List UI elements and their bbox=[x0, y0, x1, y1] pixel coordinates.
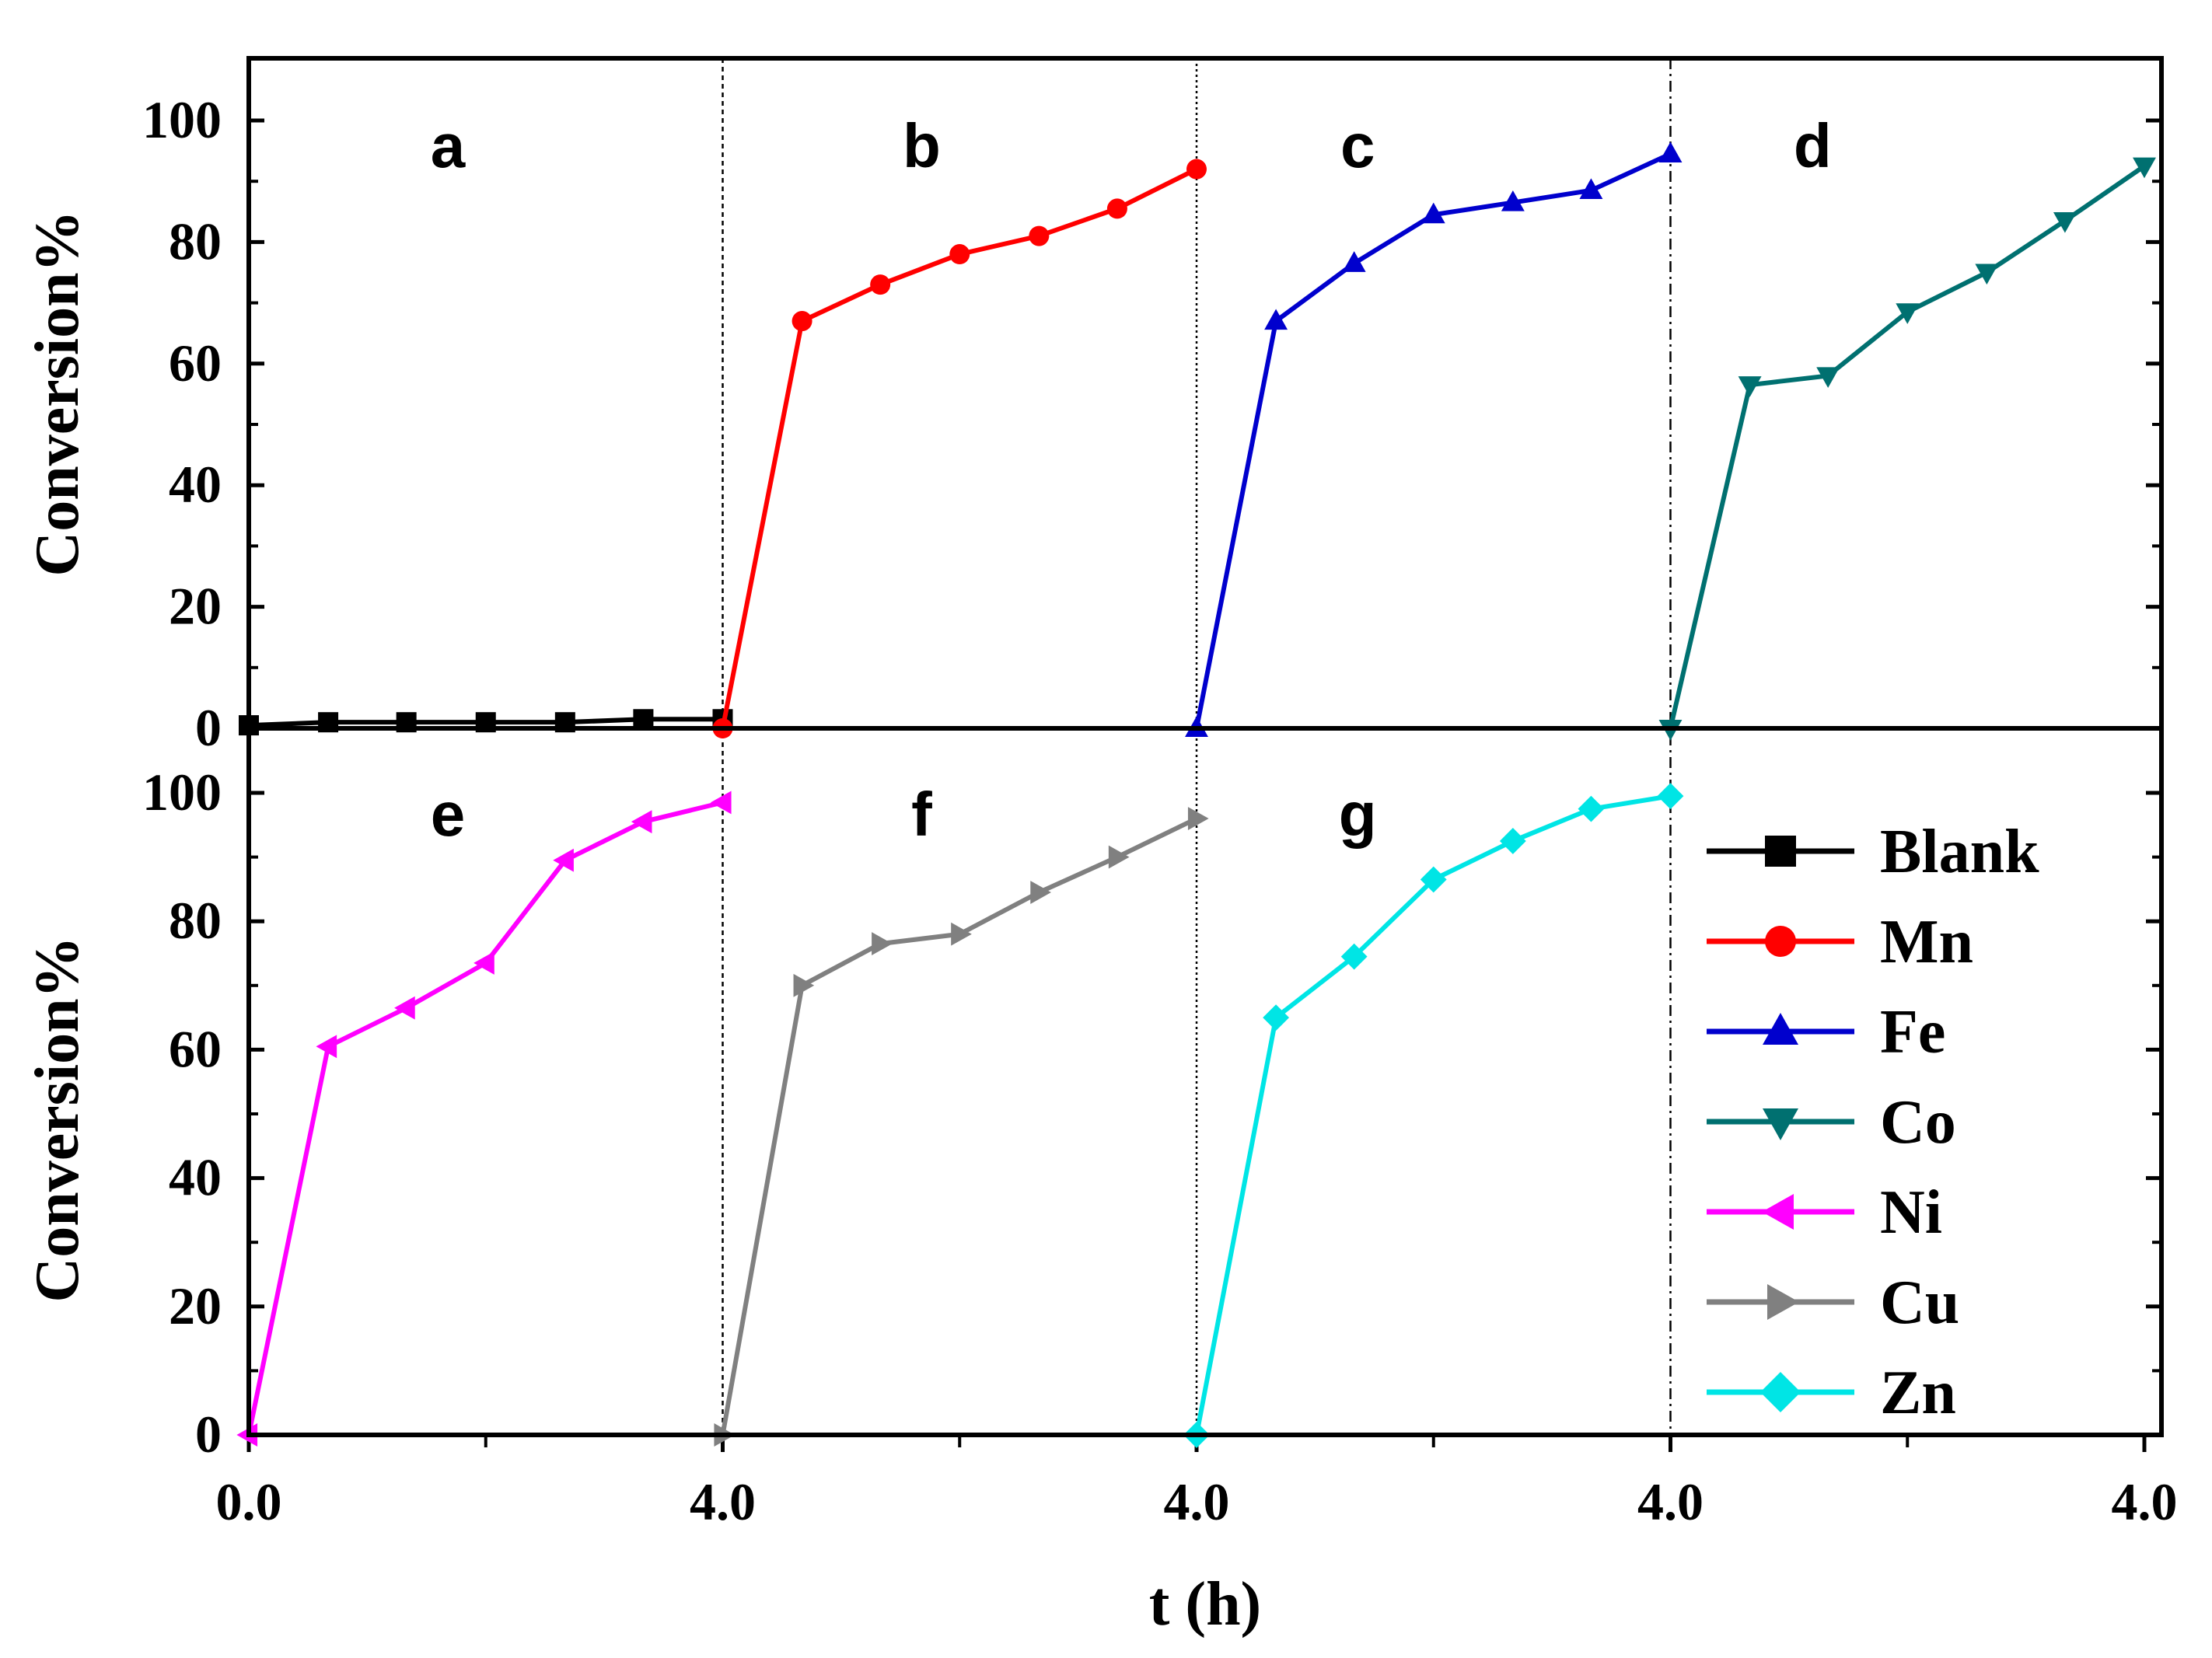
legend-label-co: Co bbox=[1880, 1088, 1956, 1157]
data-point-mn-6 bbox=[1186, 159, 1207, 180]
top-ytick-label-20: 20 bbox=[169, 577, 222, 636]
data-point-ni-6 bbox=[710, 791, 732, 815]
bottom-ytick-label-40: 40 bbox=[169, 1148, 222, 1207]
xtick-label-0: 0.0 bbox=[216, 1472, 282, 1531]
xtick-label-2: 4.0 bbox=[1164, 1472, 1230, 1531]
legend-item-zn: Zn bbox=[1707, 1359, 1956, 1427]
panel-label-d: d bbox=[1794, 111, 1832, 180]
xtick-label-1: 4.0 bbox=[690, 1472, 756, 1531]
bottom-ytick-label-80: 80 bbox=[169, 891, 222, 950]
data-point-cu-6 bbox=[1187, 807, 1209, 830]
data-point-cu-4 bbox=[1030, 881, 1051, 904]
top-y-axis-title: Conversion% bbox=[23, 210, 92, 576]
panel-label-b: b bbox=[903, 111, 941, 180]
legend-item-blank: Blank bbox=[1707, 818, 2039, 886]
panel-label-f: f bbox=[911, 780, 932, 849]
legend-marker-mn bbox=[1765, 926, 1796, 957]
data-point-mn-4 bbox=[1029, 225, 1050, 246]
plot-series bbox=[236, 141, 2156, 1448]
legend-marker-co bbox=[1763, 1108, 1798, 1140]
data-point-co-1 bbox=[1738, 376, 1762, 397]
data-point-ni-3 bbox=[474, 951, 494, 975]
x-axis-title: t (h) bbox=[1149, 1570, 1261, 1639]
bottom-ytick-label-0: 0 bbox=[195, 1405, 222, 1464]
legend-item-ni: Ni bbox=[1707, 1178, 1942, 1247]
xtick-label-4: 4.0 bbox=[2112, 1472, 2178, 1531]
data-point-mn-5 bbox=[1106, 198, 1127, 219]
data-point-co-3 bbox=[1896, 303, 1920, 324]
legend-marker-blank bbox=[1765, 836, 1796, 867]
data-point-co-6 bbox=[2133, 157, 2156, 179]
top-ytick-label-80: 80 bbox=[169, 211, 222, 271]
data-point-cu-1 bbox=[793, 973, 815, 997]
panel-label-c: c bbox=[1340, 111, 1375, 180]
panel-label-e: e bbox=[431, 780, 466, 849]
data-point-fe-5 bbox=[1579, 178, 1603, 199]
data-point-mn-2 bbox=[870, 274, 891, 295]
data-point-ni-2 bbox=[394, 996, 415, 1020]
data-point-fe-1 bbox=[1264, 309, 1288, 330]
legend-item-fe: Fe bbox=[1707, 998, 1945, 1066]
bottom-y-axis-title: Conversion% bbox=[23, 936, 92, 1302]
legend-marker-zn bbox=[1760, 1372, 1801, 1412]
data-point-zn-6 bbox=[1657, 783, 1684, 810]
data-point-ni-5 bbox=[631, 810, 652, 834]
legend-item-cu: Cu bbox=[1707, 1269, 1959, 1337]
bottom-plot-frame bbox=[246, 726, 2164, 1437]
axis-labels: 0 20 40 60 80 100 0 20 40 60 80 100 0.0 4.0 4.0 4.0 4.0 t… bbox=[23, 90, 2178, 1639]
data-point-cu-3 bbox=[951, 922, 972, 946]
legend-marker-ni bbox=[1762, 1194, 1794, 1230]
bottom-ytick-label-60: 60 bbox=[169, 1019, 222, 1078]
top-plot-frame bbox=[246, 56, 2164, 731]
series-line-ni bbox=[246, 800, 724, 1436]
data-point-fe-6 bbox=[1658, 141, 1683, 163]
data-point-zn-2 bbox=[1340, 943, 1368, 970]
legend-marker-fe bbox=[1763, 1013, 1798, 1045]
legend-item-co: Co bbox=[1707, 1088, 1956, 1157]
data-point-mn-1 bbox=[791, 311, 812, 332]
series-line-co bbox=[1668, 164, 2146, 729]
data-point-ni-4 bbox=[553, 848, 574, 872]
legend-label-ni: Ni bbox=[1880, 1178, 1942, 1247]
top-ytick-label-0: 0 bbox=[195, 698, 222, 757]
bottom-ytick-label-100: 100 bbox=[142, 763, 222, 822]
top-ytick-label-100: 100 bbox=[142, 90, 222, 149]
axis-ticks bbox=[246, 118, 2161, 1452]
data-point-ni-1 bbox=[316, 1035, 337, 1059]
series-line-cu bbox=[720, 816, 1198, 1436]
legend-item-mn: Mn bbox=[1707, 908, 1973, 976]
data-point-mn-3 bbox=[949, 244, 970, 265]
panel-dividers bbox=[722, 58, 1672, 1435]
data-point-zn-5 bbox=[1578, 795, 1605, 822]
data-point-zn-4 bbox=[1499, 828, 1526, 854]
panel-label-a: a bbox=[431, 111, 466, 180]
data-point-fe-4 bbox=[1501, 190, 1525, 211]
legend-label-blank: Blank bbox=[1880, 818, 2039, 886]
data-point-zn-3 bbox=[1420, 866, 1447, 893]
bottom-ytick-label-20: 20 bbox=[169, 1276, 222, 1335]
data-point-co-5 bbox=[2053, 211, 2077, 233]
series-line-fe bbox=[1194, 152, 1672, 729]
data-point-cu-2 bbox=[872, 932, 893, 956]
data-point-co-2 bbox=[1816, 367, 1840, 389]
legend-label-zn: Zn bbox=[1880, 1359, 1956, 1427]
data-point-blank-5 bbox=[633, 709, 654, 730]
data-point-cu-5 bbox=[1108, 845, 1130, 869]
data-point-fe-3 bbox=[1421, 202, 1445, 224]
legend-label-mn: Mn bbox=[1880, 908, 1973, 976]
xtick-label-3: 4.0 bbox=[1637, 1472, 1704, 1531]
legend-label-fe: Fe bbox=[1880, 998, 1945, 1066]
top-ytick-label-40: 40 bbox=[169, 455, 222, 514]
data-point-fe-2 bbox=[1342, 251, 1366, 272]
legend-marker-cu bbox=[1767, 1284, 1799, 1320]
panel-label-g: g bbox=[1339, 780, 1377, 849]
data-point-co-4 bbox=[1975, 264, 1999, 285]
legend-label-cu: Cu bbox=[1880, 1269, 1959, 1337]
data-point-zn-1 bbox=[1263, 1004, 1289, 1031]
top-ytick-label-60: 60 bbox=[169, 333, 222, 393]
legend: Blank Mn Fe Co Ni Cu Zn bbox=[1707, 818, 2039, 1427]
